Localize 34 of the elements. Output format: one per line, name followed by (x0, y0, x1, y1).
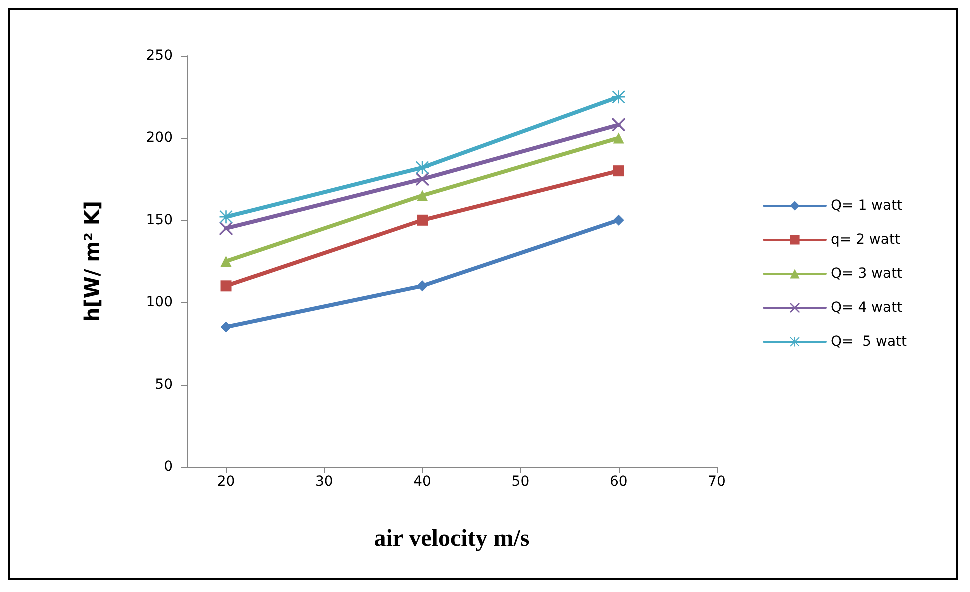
point (220, 210, 233, 224)
legend-label: Q= 1 watt (831, 198, 904, 214)
x-tick-label: 50 (512, 474, 530, 490)
point (417, 214, 428, 226)
legend-label: Q= 4 watt (831, 300, 904, 316)
x-tick-label: 60 (610, 474, 628, 490)
point (417, 280, 428, 292)
legend-label: q= 2 watt (831, 232, 901, 248)
x-tick-label: 20 (217, 474, 236, 490)
y-tick-label: 200 (146, 130, 173, 146)
y-tick-label: 250 (146, 48, 173, 64)
x-tick-label: 70 (708, 474, 726, 490)
point (612, 90, 626, 104)
x-tick-label: 30 (315, 474, 334, 490)
y-axis-title: h[W/ m² K] (80, 201, 104, 322)
point (416, 161, 430, 174)
point (220, 222, 233, 236)
x-tick-label: 40 (414, 474, 432, 490)
point (220, 322, 232, 333)
point (220, 256, 232, 267)
y-tick-label: 0 (164, 459, 173, 475)
y-tick-label: 50 (155, 376, 173, 393)
point (220, 280, 232, 292)
point (417, 190, 428, 202)
y-tick-label: 150 (146, 212, 173, 228)
point (416, 172, 430, 186)
legend-label: Q= 5 watt (831, 334, 908, 350)
point (613, 214, 624, 226)
point (612, 118, 626, 132)
legend-label: Q= 3 watt (831, 266, 904, 282)
point (613, 132, 624, 144)
point (613, 166, 624, 177)
y-tick-label: 100 (146, 294, 173, 311)
x-axis-title: air velocity m/s (374, 526, 530, 552)
